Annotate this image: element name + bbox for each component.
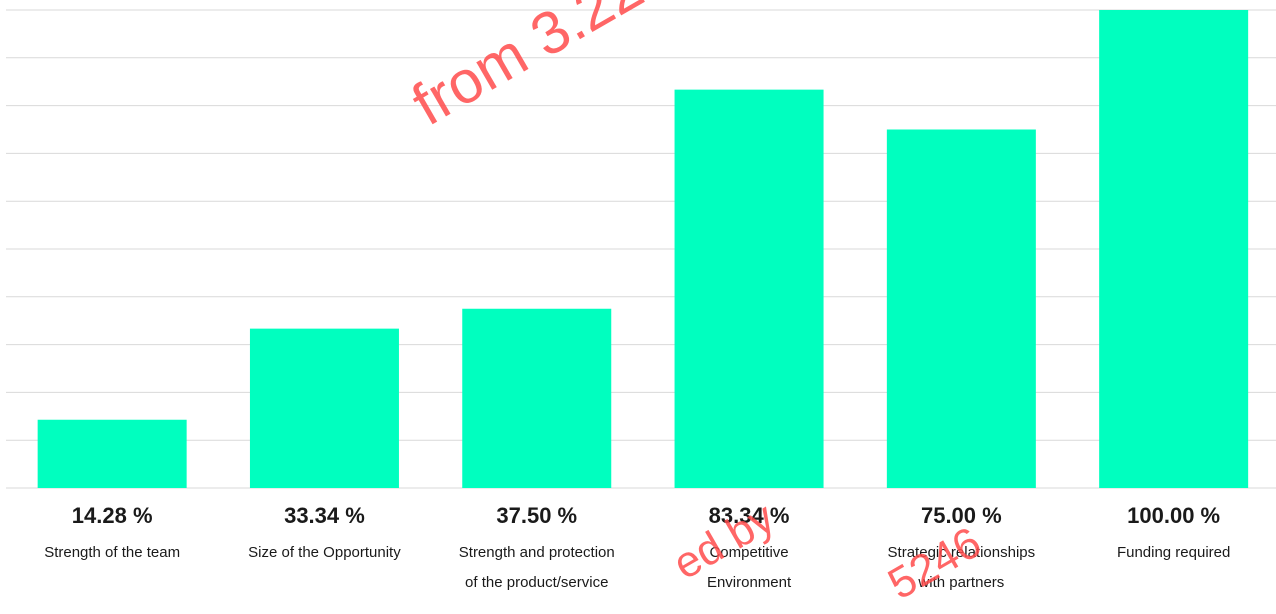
bar — [1099, 10, 1249, 488]
bar — [249, 328, 399, 488]
value-label: 14.28 % — [72, 503, 153, 528]
category-label: Strategic relationships — [888, 544, 1036, 561]
category-label: of the product/service — [465, 574, 608, 591]
bar — [462, 308, 612, 488]
value-label: 75.00 % — [921, 503, 1002, 528]
value-label: 83.34 % — [709, 503, 790, 528]
category-label: with partners — [917, 574, 1004, 591]
value-label: 33.34 % — [284, 503, 365, 528]
category-label: Competitive — [709, 544, 788, 561]
value-label: 100.00 % — [1127, 503, 1220, 528]
category-label: Size of the Opportunity — [248, 544, 401, 561]
bar — [37, 419, 187, 488]
category-label: Environment — [707, 574, 792, 591]
value-label: 37.50 % — [496, 503, 577, 528]
category-label: Strength of the team — [44, 544, 180, 561]
category-label: Funding required — [1117, 544, 1230, 561]
category-label: Strength and protection — [459, 544, 615, 561]
bar — [674, 89, 824, 488]
bar — [886, 129, 1036, 488]
